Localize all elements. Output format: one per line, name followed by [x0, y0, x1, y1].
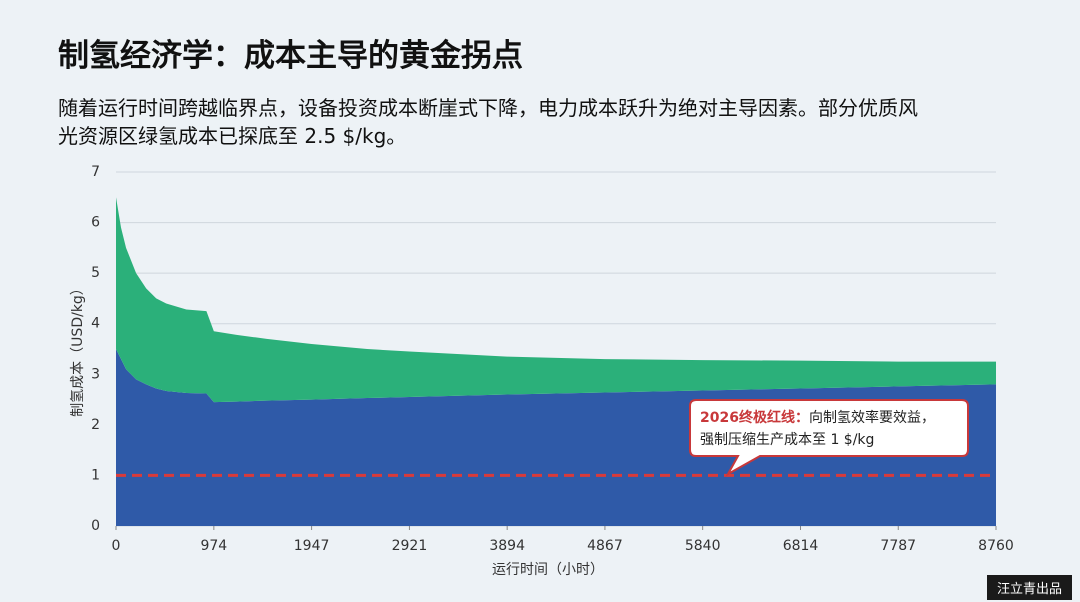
x-tick-label: 1947	[294, 538, 330, 554]
y-tick-label: 3	[91, 366, 100, 382]
x-tick-label: 6814	[783, 538, 819, 554]
title: 制氢经济学：成本主导的黄金拐点	[58, 38, 523, 74]
y-tick-label: 4	[91, 316, 100, 332]
y-tick-label: 6	[91, 215, 100, 231]
annotation-box	[689, 399, 969, 477]
subtitle: 光资源区绿氢成本已探底至 2.5 $/kg。	[58, 124, 407, 148]
y-tick-label: 0	[91, 518, 100, 534]
x-tick-label: 2921	[392, 538, 428, 554]
x-tick-label: 7787	[880, 538, 916, 554]
x-tick-label: 4867	[587, 538, 623, 554]
subtitle: 随着运行时间跨越临界点，设备投资成本断崖式下降，电力成本跃升为绝对主导因素。部分…	[58, 96, 918, 120]
annotation-line: 向制氢效率要效益，	[809, 409, 935, 426]
annotation-line: 强制压缩生产成本至 1 $/kg	[700, 432, 874, 448]
annotation-label: 2026终极红线：	[700, 409, 809, 426]
y-axis-label: 制氢成本（USD/kg）	[70, 281, 86, 417]
area	[116, 349, 996, 526]
y-tick-label: 7	[91, 164, 100, 180]
y-tick-label: 5	[91, 265, 100, 281]
annotation: 2026终极红线：向制氢效率要效益， 强制压缩生产成本至 1 $/kg	[689, 399, 969, 477]
area	[116, 197, 996, 403]
x-tick-label: 5840	[685, 538, 721, 554]
y-tick-label: 2	[91, 417, 100, 433]
watermark: 汪立青出品	[986, 575, 1072, 600]
y-tick-label: 1	[91, 467, 100, 483]
x-axis-label: 运行时间（小时）	[492, 562, 604, 578]
x-tick-label: 3894	[489, 538, 525, 554]
x-tick-label: 974	[200, 538, 227, 554]
x-tick-label: 0	[112, 538, 121, 554]
x-tick-label: 8760	[978, 538, 1014, 554]
annotation-text: 2026终极红线：向制氢效率要效益，	[700, 409, 935, 426]
